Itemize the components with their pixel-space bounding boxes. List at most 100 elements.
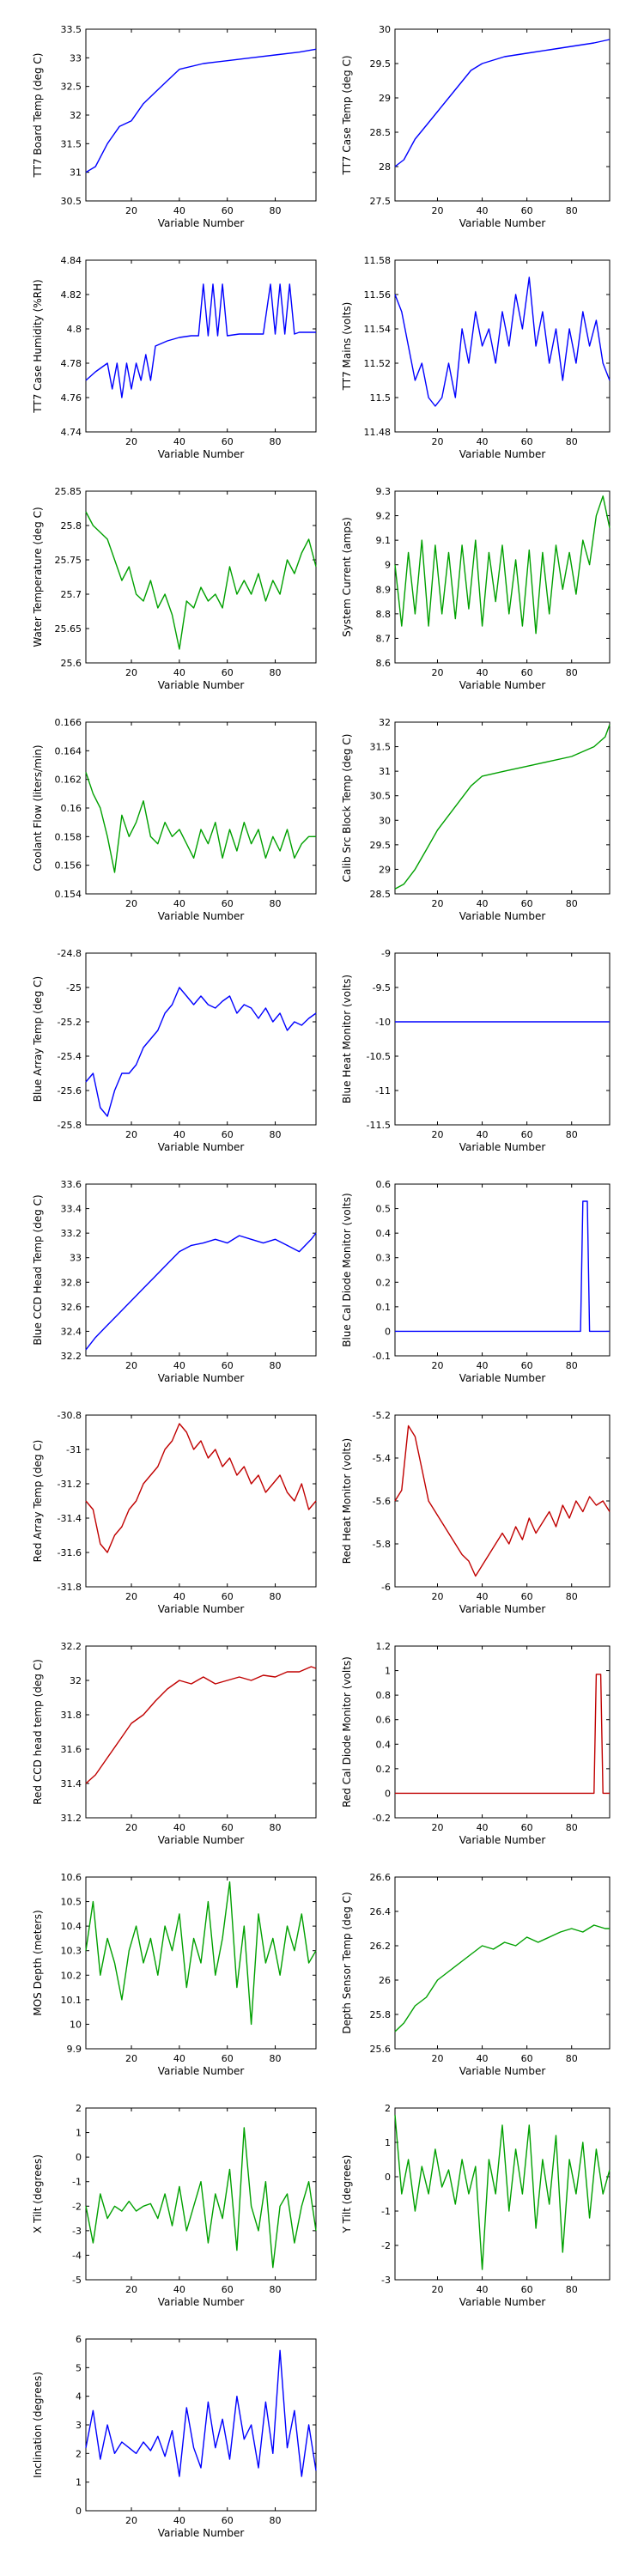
y-tick-label: 0.8 [376, 1690, 392, 1701]
x-axis-label: Variable Number [158, 2296, 245, 2308]
y-tick-label: 10.2 [61, 1970, 82, 1981]
chart-panel-20: 20 40 60 80 -3 -2 -1 0 1 2 Variable Number Y Tilt (… [341, 2103, 611, 2308]
y-tick-label: 30.5 [370, 791, 392, 802]
series-line-1 [85, 511, 317, 650]
y-tick-label: -0.1 [373, 1351, 391, 1362]
series-line-1 [394, 1924, 610, 2032]
y-tick-label: 3 [76, 2420, 82, 2431]
x-tick-label: 40 [477, 898, 489, 909]
x-tick-label: 80 [566, 1129, 578, 1140]
y-tick-label: -31.4 [58, 1513, 82, 1524]
x-tick-label: 60 [222, 667, 234, 678]
y-tick-label: -31.6 [58, 1547, 82, 1558]
x-tick-label: 80 [566, 1822, 578, 1833]
x-tick-label: 20 [431, 1822, 443, 1833]
chart-panel-14: 20 40 60 80 -6 -5.8 -5.6 -5.4 -5.2 Variable Numbe… [341, 1410, 611, 1615]
plot-frame [394, 1876, 611, 2050]
y-tick-label: 10.4 [61, 1921, 82, 1932]
y-tick-label: 0.6 [376, 1715, 392, 1726]
chart-panel-4: 20 40 60 80 11.48 11.5 11.52 11.54 11.56 11.58 Var… [341, 255, 611, 460]
x-tick-label: 20 [125, 205, 137, 216]
x-tick-label: 40 [173, 1591, 185, 1602]
chart-panel-21: 20 40 60 80 0 1 2 3 4 5 6 Variable Number Inclinatio… [32, 2334, 317, 2539]
plot-frame [394, 2107, 611, 2281]
plot-frame [85, 28, 317, 202]
y-tick-label: 4.8 [67, 324, 82, 335]
y-tick-label: -10.5 [367, 1051, 391, 1062]
y-tick-label: 8.8 [376, 609, 392, 620]
chart-panel-16: 20 40 60 80 -0.2 0 0.2 0.4 0.6 0.8 1 1.2 Variable Nu… [341, 1641, 611, 1846]
y-tick-label: 32.8 [61, 1277, 82, 1288]
x-tick-label: 40 [173, 2053, 185, 2064]
x-axis-label: Variable Number [459, 910, 546, 922]
y-tick-label: 32.4 [61, 1326, 82, 1337]
x-tick-label: 20 [125, 1591, 137, 1602]
x-tick-label: 60 [521, 667, 533, 678]
x-tick-label: 60 [222, 205, 234, 216]
y-tick-label: 26 [379, 1975, 391, 1986]
series-line-1 [85, 1423, 317, 1553]
chart-panel-15: 20 40 60 80 31.2 31.4 31.6 31.8 32 32.2 Variable N… [32, 1641, 317, 1846]
y-tick-label: 26.4 [370, 1906, 392, 1917]
x-tick-label: 80 [270, 2515, 282, 2526]
y-tick-label: -5.8 [373, 1539, 391, 1550]
x-tick-label: 40 [477, 1591, 489, 1602]
y-tick-label: 1 [385, 2137, 391, 2148]
y-tick-label: 1 [76, 2477, 82, 2488]
x-axis-label: Variable Number [459, 1141, 546, 1153]
y-tick-label: -5.6 [373, 1496, 391, 1507]
x-tick-label: 40 [477, 1360, 489, 1371]
y-tick-label: 31.2 [61, 1813, 82, 1824]
y-axis-label: TT7 Mains (volts) [341, 302, 353, 392]
y-axis-label: Blue Cal Diode Monitor (volts) [341, 1193, 353, 1347]
y-tick-label: 31.6 [61, 1744, 82, 1755]
y-tick-label: 0.5 [376, 1204, 392, 1215]
y-tick-label: 4.74 [61, 427, 82, 438]
series-line-1 [394, 724, 611, 890]
y-tick-label: 25.7 [61, 589, 82, 600]
x-tick-label: 40 [477, 2284, 489, 2295]
y-tick-label: 25.75 [55, 555, 82, 566]
y-axis-label: TT7 Case Temp (deg C) [341, 55, 353, 175]
x-tick-label: 60 [222, 1822, 234, 1833]
x-tick-label: 60 [222, 1129, 234, 1140]
x-tick-label: 20 [125, 436, 137, 447]
x-tick-label: 20 [431, 1129, 443, 1140]
x-tick-label: 60 [521, 205, 533, 216]
y-tick-label: 11.48 [364, 427, 392, 438]
y-tick-label: 33.4 [61, 1204, 82, 1215]
series-line-1 [85, 772, 316, 873]
x-tick-label: 80 [566, 1591, 578, 1602]
y-axis-label: Y Tilt (degrees) [341, 2155, 353, 2234]
y-tick-label: 33.5 [61, 24, 82, 35]
y-tick-label: 10.5 [61, 1897, 82, 1908]
y-tick-label: 9 [385, 560, 391, 571]
y-tick-label: 0.4 [376, 1228, 392, 1239]
y-tick-label: 29.5 [370, 58, 392, 70]
x-axis-label: Variable Number [158, 1603, 245, 1615]
y-tick-label: -2 [381, 2240, 391, 2251]
y-tick-label: 31.5 [61, 138, 82, 149]
plot-frame [394, 490, 611, 664]
y-tick-label: 0.6 [376, 1179, 392, 1190]
y-tick-label: -31 [66, 1444, 82, 1455]
x-tick-label: 40 [173, 436, 185, 447]
y-tick-label: 32 [70, 1675, 82, 1686]
series-line-1 [85, 987, 317, 1117]
y-tick-label: 29.5 [370, 840, 392, 851]
y-axis-label: Calib Src Block Temp (deg C) [341, 734, 353, 883]
y-tick-label: -25.8 [58, 1120, 82, 1131]
y-tick-label: 29 [379, 864, 391, 875]
y-tick-label: -10 [375, 1017, 391, 1028]
plot-frame [394, 1183, 611, 1357]
x-tick-label: 40 [173, 2284, 185, 2295]
y-tick-label: 9.9 [67, 2044, 82, 2055]
y-tick-label: 26.2 [370, 1941, 392, 1952]
x-tick-label: 80 [270, 1129, 282, 1140]
x-axis-label: Variable Number [459, 1834, 546, 1846]
x-tick-label: 20 [431, 2053, 443, 2064]
y-tick-label: 27.5 [370, 196, 392, 207]
x-tick-label: 80 [270, 2053, 282, 2064]
y-tick-label: 5 [76, 2362, 82, 2373]
